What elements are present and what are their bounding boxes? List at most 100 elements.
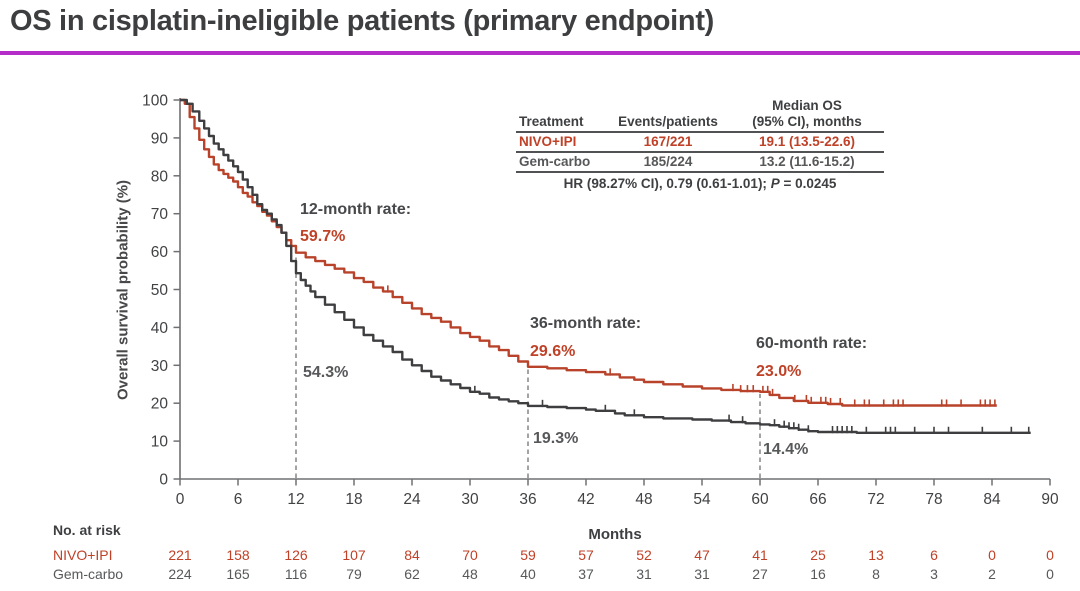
risk-value: 126 bbox=[284, 547, 308, 563]
risk-value: 2 bbox=[988, 566, 996, 582]
risk-value: 70 bbox=[462, 547, 478, 563]
chart-axes: 0 10 20 30 40 50 60 70 80 90 100 0 6 12 18 24 30 36 42 48 54… bbox=[142, 93, 1059, 509]
risk-value: 0 bbox=[1046, 566, 1054, 582]
risk-value: 52 bbox=[636, 547, 652, 563]
y-tick-label: 70 bbox=[151, 206, 169, 223]
x-tick-label: 12 bbox=[287, 491, 304, 508]
stats-header-events: Events/patients bbox=[618, 114, 718, 130]
risk-row-label-nivo-ipi: NIVO+IPI bbox=[53, 547, 113, 563]
x-tick-label: 36 bbox=[519, 491, 536, 508]
y-tick-label: 80 bbox=[151, 168, 169, 185]
annotation-60-month-gem-rate: 14.4% bbox=[763, 441, 809, 458]
events-patients: 185/224 bbox=[643, 154, 693, 170]
censor-marks bbox=[387, 285, 1030, 434]
risk-value: 16 bbox=[810, 566, 826, 582]
x-tick-label: 90 bbox=[1041, 491, 1059, 508]
risk-value: 6 bbox=[930, 547, 938, 563]
risk-value: 31 bbox=[694, 566, 710, 582]
stats-header-median-line1: Median OS bbox=[772, 98, 842, 113]
x-tick-label: 54 bbox=[693, 491, 711, 508]
annotation-36-month-nivo-rate: 29.6% bbox=[530, 343, 576, 360]
risk-value: 40 bbox=[520, 566, 536, 582]
risk-value: 31 bbox=[636, 566, 652, 582]
risk-value: 84 bbox=[404, 547, 420, 563]
median-os: 19.1 (13.5-22.6) bbox=[758, 134, 856, 150]
annotation-12-month-gem-rate: 54.3% bbox=[303, 364, 349, 381]
y-tick-label: 10 bbox=[151, 434, 169, 451]
hr-footnote-suffix: = 0.0245 bbox=[779, 176, 837, 192]
x-tick-label: 48 bbox=[635, 491, 652, 508]
x-tick-label: 60 bbox=[751, 491, 769, 508]
y-tick-label: 90 bbox=[151, 130, 169, 147]
y-tick-label: 60 bbox=[151, 244, 169, 261]
risk-value: 37 bbox=[578, 566, 594, 582]
median-os: 13.2 (11.6-15.2) bbox=[759, 154, 855, 170]
y-tick-label: 40 bbox=[151, 320, 169, 337]
y-tick-label: 50 bbox=[151, 282, 169, 299]
y-tick-label: 30 bbox=[151, 358, 169, 375]
x-tick-label: 72 bbox=[867, 491, 884, 508]
risk-value: 221 bbox=[168, 547, 192, 563]
treatment-name: Gem-carbo bbox=[519, 154, 591, 170]
annotation-36-month-gem-rate: 19.3% bbox=[533, 430, 579, 447]
risk-value: 48 bbox=[462, 566, 478, 582]
stats-header-treatment: Treatment bbox=[519, 114, 584, 130]
risk-value: 8 bbox=[872, 566, 880, 582]
risk-value: 25 bbox=[810, 547, 826, 563]
x-tick-label: 24 bbox=[403, 491, 421, 508]
x-tick-label: 42 bbox=[577, 491, 594, 508]
y-tick-label: 0 bbox=[159, 472, 168, 489]
treatment-name: NIVO+IPI bbox=[519, 134, 577, 150]
curve-gem-carbo bbox=[180, 98, 1031, 434]
risk-value: 116 bbox=[284, 566, 308, 582]
hr-footnote-p: P bbox=[770, 176, 780, 192]
risk-table-heading: No. at risk bbox=[53, 522, 121, 538]
x-tick-label: 0 bbox=[176, 491, 185, 508]
annotation-12-month-title: 12-month rate: bbox=[300, 201, 412, 218]
stats-header-median: Median OS (95% CI), months bbox=[730, 98, 884, 129]
stats-table-header: Treatment Events/patients Median OS (95%… bbox=[516, 97, 884, 134]
x-tick-label: 30 bbox=[461, 491, 479, 508]
stats-header-median-line2: (95% CI), months bbox=[752, 113, 862, 129]
annotation-60-month-nivo-rate: 23.0% bbox=[756, 363, 802, 380]
x-tick-label: 84 bbox=[983, 491, 1001, 508]
x-tick-label: 78 bbox=[925, 491, 942, 508]
risk-value: 107 bbox=[342, 547, 366, 563]
risk-value: 59 bbox=[520, 547, 536, 563]
risk-value: 62 bbox=[404, 566, 420, 582]
annotation-12-month-nivo-rate: 59.7% bbox=[300, 228, 346, 245]
title-underline bbox=[0, 51, 1080, 55]
y-tick-label: 20 bbox=[151, 396, 169, 413]
events-patients: 167/221 bbox=[643, 134, 693, 150]
risk-value: 165 bbox=[226, 566, 250, 582]
milestone-dashed-lines bbox=[295, 254, 761, 478]
x-tick-label: 6 bbox=[234, 491, 243, 508]
curve-nivo-ipi bbox=[180, 98, 997, 407]
risk-value: 3 bbox=[930, 566, 938, 582]
x-tick-label: 66 bbox=[809, 491, 826, 508]
risk-value: 13 bbox=[868, 547, 884, 563]
annotation-36-month-title: 36-month rate: bbox=[530, 315, 642, 332]
stats-row-nivo-ipi: NIVO+IPI 167/221 19.1 (13.5-22.6) bbox=[516, 133, 884, 154]
stats-table-body: NIVO+IPI 167/221 19.1 (13.5-22.6) Gem-carbo… bbox=[516, 133, 884, 174]
risk-value: 158 bbox=[226, 547, 250, 563]
x-axis-label: Months bbox=[588, 526, 642, 543]
risk-value: 27 bbox=[752, 566, 768, 582]
annotation-60-month-title: 60-month rate: bbox=[756, 335, 868, 352]
x-tick-label: 18 bbox=[345, 491, 362, 508]
stats-row-gem-carbo: Gem-carbo 185/224 13.2 (11.6-15.2) bbox=[516, 153, 884, 174]
hr-footnote-prefix: HR (98.27% CI), 0.79 (0.61-1.01); bbox=[563, 176, 771, 192]
risk-value: 0 bbox=[988, 547, 996, 563]
risk-row-label-gem-carbo: Gem-carbo bbox=[53, 566, 124, 582]
risk-value: 47 bbox=[694, 547, 710, 563]
risk-value: 57 bbox=[578, 547, 594, 563]
risk-value: 79 bbox=[346, 566, 362, 582]
risk-value: 224 bbox=[168, 566, 192, 582]
hr-footnote: HR (98.27% CI), 0.79 (0.61-1.01); P = 0.… bbox=[516, 173, 884, 191]
y-axis-label: Overall survival probability (%) bbox=[114, 179, 132, 401]
stats-table: Treatment Events/patients Median OS (95%… bbox=[516, 97, 884, 191]
y-tick-label: 100 bbox=[142, 93, 168, 110]
risk-value: 41 bbox=[752, 547, 768, 563]
